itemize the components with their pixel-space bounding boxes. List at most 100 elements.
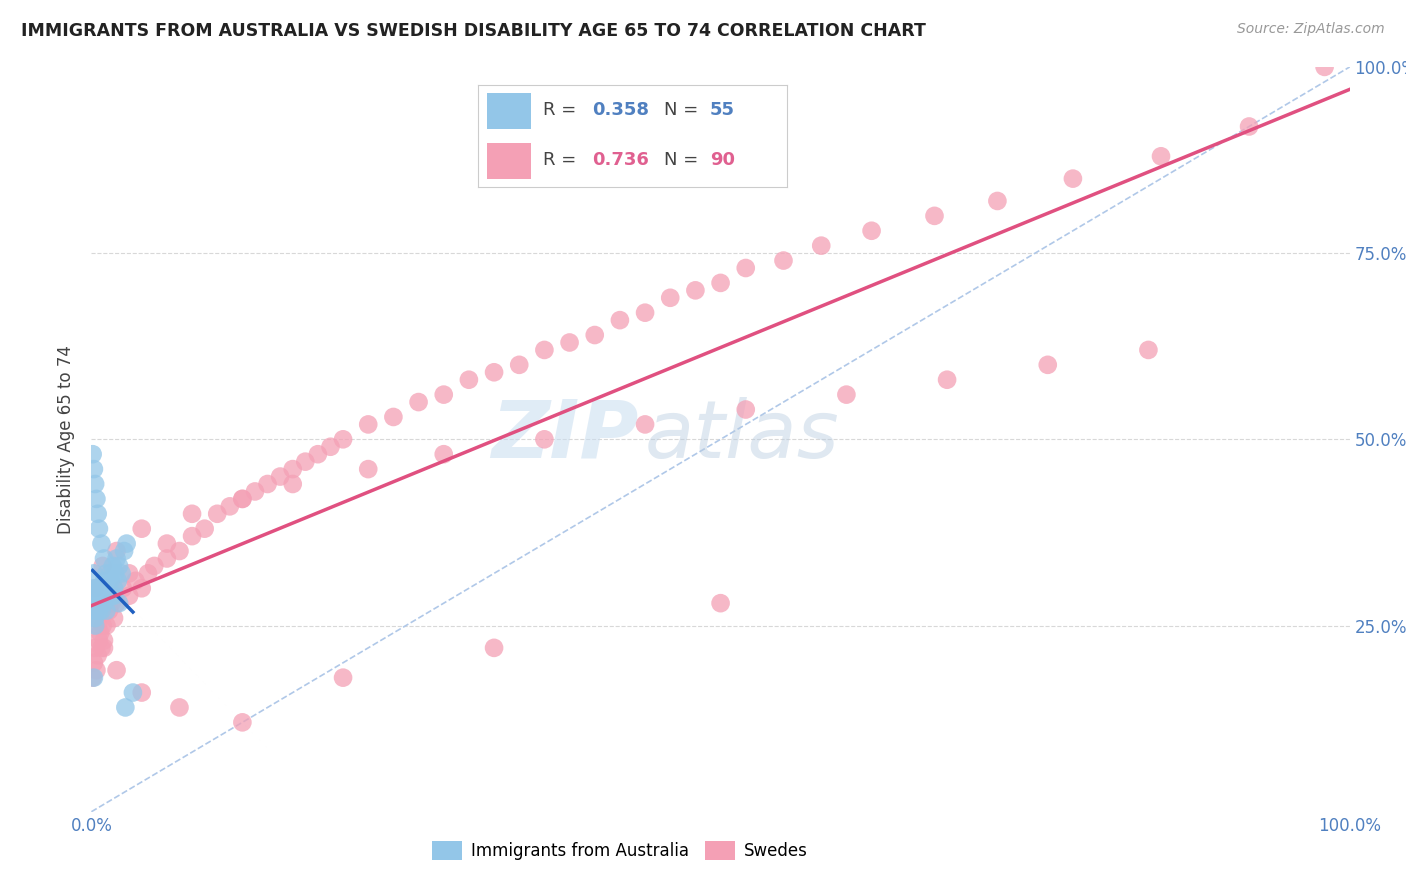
Point xyxy=(1313,60,1336,74)
Point xyxy=(93,596,115,610)
Point xyxy=(734,260,756,275)
Point xyxy=(105,551,128,566)
Point xyxy=(136,566,159,581)
Point xyxy=(634,417,657,432)
Point xyxy=(269,469,291,483)
Point xyxy=(835,387,858,401)
Point xyxy=(156,551,179,566)
Point xyxy=(86,596,108,610)
Point xyxy=(685,284,707,298)
Point xyxy=(231,491,253,506)
Point xyxy=(205,507,228,521)
Point xyxy=(131,582,153,596)
Point xyxy=(231,715,253,730)
Point xyxy=(86,582,108,596)
Text: ZIP: ZIP xyxy=(492,397,638,475)
Point xyxy=(87,582,110,596)
Point xyxy=(90,604,112,618)
Point xyxy=(105,663,128,677)
Point xyxy=(96,566,118,581)
Point xyxy=(96,574,118,588)
Point xyxy=(86,618,108,632)
Point xyxy=(181,507,204,521)
Point xyxy=(86,604,108,618)
Point xyxy=(98,596,121,610)
Point xyxy=(709,596,731,610)
Point xyxy=(243,484,266,499)
Point xyxy=(112,544,135,558)
Point xyxy=(357,417,380,432)
Point xyxy=(83,656,105,670)
Point xyxy=(110,566,132,581)
Point xyxy=(1150,149,1173,163)
Point xyxy=(90,640,112,655)
Point xyxy=(83,566,105,581)
Point xyxy=(332,671,354,685)
Point xyxy=(558,335,581,350)
Point xyxy=(104,566,127,581)
Point xyxy=(87,604,110,618)
Point xyxy=(91,558,114,573)
Text: 55: 55 xyxy=(710,102,735,120)
Point xyxy=(408,395,430,409)
Point xyxy=(98,574,121,588)
Text: Source: ZipAtlas.com: Source: ZipAtlas.com xyxy=(1237,22,1385,37)
Point xyxy=(101,558,124,573)
Point xyxy=(98,566,121,581)
Text: N =: N = xyxy=(664,151,703,169)
Point xyxy=(609,313,631,327)
Point xyxy=(97,582,120,596)
Text: R =: R = xyxy=(543,102,582,120)
Point xyxy=(332,433,354,447)
Point xyxy=(169,700,191,714)
Point xyxy=(533,343,555,357)
Point xyxy=(734,402,756,417)
Point xyxy=(84,604,107,618)
Point xyxy=(319,440,342,454)
Text: IMMIGRANTS FROM AUSTRALIA VS SWEDISH DISABILITY AGE 65 TO 74 CORRELATION CHART: IMMIGRANTS FROM AUSTRALIA VS SWEDISH DIS… xyxy=(21,22,927,40)
Point xyxy=(86,507,108,521)
Point xyxy=(93,633,115,648)
Point xyxy=(82,671,104,685)
Text: atlas: atlas xyxy=(645,397,839,475)
Point xyxy=(93,640,115,655)
Point xyxy=(1062,171,1084,186)
Point xyxy=(87,633,110,648)
Point xyxy=(115,536,138,550)
Point xyxy=(860,224,883,238)
Point xyxy=(91,582,114,596)
Point xyxy=(1237,120,1260,134)
Text: 0.736: 0.736 xyxy=(592,151,650,169)
Point xyxy=(94,582,117,596)
Point xyxy=(114,700,136,714)
Point xyxy=(83,671,105,685)
Point xyxy=(96,604,118,618)
Point xyxy=(90,536,112,550)
Point xyxy=(457,373,479,387)
Point xyxy=(156,536,179,550)
Point xyxy=(86,663,108,677)
FancyBboxPatch shape xyxy=(488,93,530,128)
Point xyxy=(118,589,141,603)
Point xyxy=(91,618,114,632)
Point xyxy=(281,462,304,476)
Point xyxy=(84,582,107,596)
Point xyxy=(98,574,121,588)
Point xyxy=(218,500,240,514)
Point xyxy=(482,365,505,379)
Point xyxy=(194,522,217,536)
Point xyxy=(89,596,111,610)
Text: R =: R = xyxy=(543,151,582,169)
Point xyxy=(810,238,832,252)
Point xyxy=(659,291,682,305)
Point xyxy=(357,462,380,476)
Point xyxy=(87,604,110,618)
Point xyxy=(105,596,128,610)
Point xyxy=(82,596,104,610)
Point xyxy=(281,477,304,491)
Text: 90: 90 xyxy=(710,151,735,169)
Point xyxy=(89,582,111,596)
Legend: Immigrants from Australia, Swedes: Immigrants from Australia, Swedes xyxy=(426,834,814,867)
Point xyxy=(83,462,105,476)
Point xyxy=(122,685,145,699)
